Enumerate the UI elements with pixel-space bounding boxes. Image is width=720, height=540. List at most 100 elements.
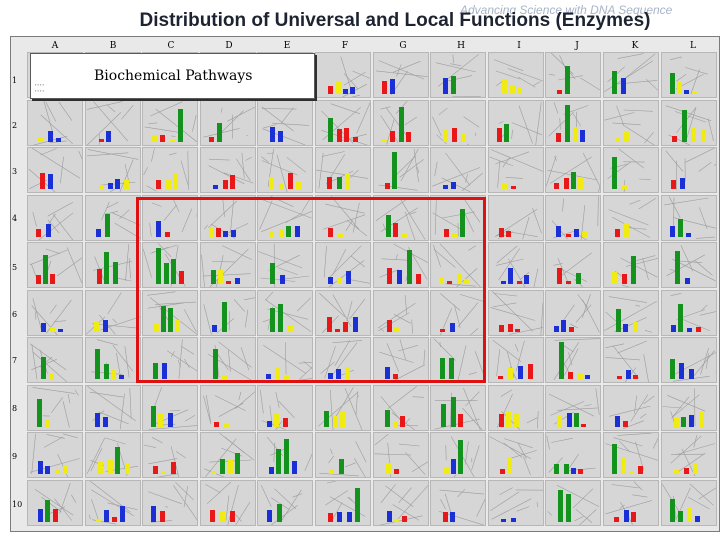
enzyme-bar [345,173,350,189]
enzyme-bar [505,230,511,237]
network-line [43,436,63,448]
network-line [147,302,184,308]
enzyme-bar [170,138,176,142]
network-line [498,120,504,124]
network-line [495,258,524,266]
pathway-network [490,290,543,335]
enzyme-bar [43,255,48,284]
enzyme-bar [37,398,42,427]
network-line [227,349,231,372]
enzyme-bar [500,281,506,284]
pathway-cell [27,147,83,193]
pathway-cell [487,52,544,98]
enzyme-bar [210,270,216,284]
enzyme-bar [441,403,447,427]
column-label-h: H [457,41,465,51]
network-line [34,488,74,516]
network-line [500,388,513,397]
network-line [622,419,645,429]
enzyme-bar [389,79,395,94]
pathway-cell [660,147,717,193]
enzyme-bar [156,248,162,284]
network-line [715,370,716,373]
enzyme-bar [389,130,395,142]
network-line [285,342,287,375]
enzyme-bar [329,469,334,474]
pathway-cell [372,384,429,431]
pathway-network [433,243,481,287]
network-line [433,338,456,361]
network-line [119,393,125,429]
enzyme-bar [175,319,181,332]
network-line [351,94,361,97]
pathway-network [322,195,368,236]
network-line [263,123,277,128]
network-line [516,505,530,511]
enzyme-bar [582,231,588,237]
network-line [261,484,272,507]
network-line [494,151,529,165]
pathway-network [100,201,140,238]
network-line [216,353,229,371]
pathway-network [432,196,481,236]
network-line [97,410,129,424]
enzyme-bar [103,509,109,522]
enzyme-bar [41,322,46,332]
network-line [93,256,104,281]
enzyme-bar [110,370,116,379]
pathway-cell [142,147,199,193]
enzyme-bar [510,517,516,522]
network-line [680,244,693,272]
enzyme-bar [102,416,108,427]
network-line [226,106,255,122]
network-line [395,254,398,260]
pathway-cell [199,432,256,478]
network-line [86,385,136,421]
network-line [698,161,712,172]
network-line [452,54,455,64]
network-line [671,396,689,417]
network-line [546,155,557,187]
network-line [165,505,169,508]
enzyme-bar [161,471,167,474]
pathway-cell [545,384,602,431]
enzyme-bar [700,128,706,142]
network-line [330,102,361,114]
network-line [48,213,56,224]
pathway-cell [199,147,256,193]
network-line [274,487,297,509]
network-line [644,329,652,333]
enzyme-bar [328,86,333,94]
network-line [639,178,651,180]
network-line [223,172,254,184]
network-line [550,156,593,184]
network-line [218,402,244,417]
pathway-cell [660,99,717,146]
network-line [155,108,198,142]
enzyme-bar [151,505,157,522]
pathway-cell [603,194,659,241]
network-line [439,341,441,348]
network-line [263,344,307,374]
network-line [220,107,223,113]
enzyme-bar [516,281,522,284]
network-line [595,387,600,415]
enzyme-bar [443,128,449,142]
enzyme-bar [440,358,446,379]
network-line [292,492,303,497]
enzyme-bar [158,413,164,427]
network-line [278,267,299,275]
pathway-cell [603,337,659,383]
enzyme-bar [393,469,399,474]
enzyme-bar [225,281,231,284]
enzyme-bar [449,358,455,379]
network-line [635,304,640,306]
network-line [378,60,424,80]
enzyme-bar [621,78,626,94]
network-line [90,489,134,516]
network-line [175,451,186,458]
pathway-network [259,195,313,232]
enzyme-bar [327,316,332,332]
network-line [334,386,354,419]
pathway-cell [27,337,83,383]
